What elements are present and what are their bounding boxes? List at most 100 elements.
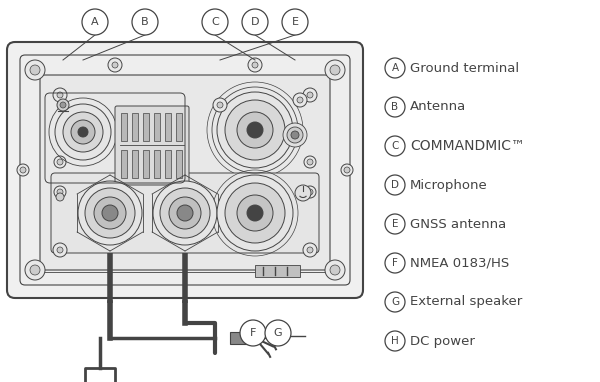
Bar [165,113,171,141]
Circle shape [225,183,285,243]
Bar [165,150,171,178]
Circle shape [252,62,258,68]
Circle shape [30,65,40,75]
Text: H: H [391,336,399,346]
Text: A: A [391,63,398,73]
FancyBboxPatch shape [40,75,330,270]
Circle shape [56,193,64,201]
Circle shape [291,131,299,139]
Text: E: E [292,17,299,27]
Circle shape [20,167,26,173]
Circle shape [273,332,281,340]
Circle shape [78,181,142,245]
Circle shape [54,186,66,198]
Circle shape [303,243,317,257]
Text: Antenna: Antenna [410,100,466,113]
Text: G: G [274,328,283,338]
Circle shape [385,136,405,156]
Text: G: G [391,297,399,307]
Circle shape [385,292,405,312]
FancyBboxPatch shape [115,106,189,185]
Circle shape [247,122,263,138]
Circle shape [53,88,67,102]
Text: A: A [91,17,99,27]
Text: Ground terminal: Ground terminal [410,62,519,74]
Circle shape [247,205,263,221]
Bar [154,150,160,178]
FancyBboxPatch shape [7,42,363,298]
Circle shape [385,253,405,273]
Text: F: F [250,328,256,338]
Circle shape [112,62,118,68]
Circle shape [55,104,111,160]
Circle shape [248,58,262,72]
Circle shape [213,98,227,112]
Circle shape [30,265,40,275]
Circle shape [102,205,118,221]
Circle shape [17,164,29,176]
Bar [230,332,255,344]
Text: E: E [392,219,398,229]
Circle shape [293,93,307,107]
Circle shape [385,97,405,117]
Circle shape [325,260,345,280]
Circle shape [307,159,313,165]
Circle shape [82,9,108,35]
Circle shape [108,58,122,72]
Bar [132,113,138,141]
Circle shape [63,112,103,152]
Circle shape [132,9,158,35]
Circle shape [283,123,307,147]
Circle shape [304,156,316,168]
Circle shape [330,65,340,75]
Circle shape [177,205,193,221]
Text: Microphone: Microphone [410,178,488,191]
Circle shape [71,120,95,144]
Circle shape [25,260,45,280]
Circle shape [242,9,268,35]
Text: D: D [251,17,259,27]
Circle shape [57,92,63,98]
Circle shape [202,9,228,35]
Text: GNSS antenna: GNSS antenna [410,217,506,230]
Circle shape [304,186,316,198]
Bar [176,150,182,178]
FancyBboxPatch shape [20,55,350,285]
Text: NMEA 0183/HS: NMEA 0183/HS [410,256,509,269]
Bar [121,113,127,141]
Circle shape [78,127,88,137]
Circle shape [282,9,308,35]
Text: B: B [391,102,398,112]
Circle shape [287,127,303,143]
Circle shape [341,164,353,176]
Circle shape [57,189,63,195]
Circle shape [297,97,303,103]
Text: DC power: DC power [410,335,475,348]
Circle shape [307,92,313,98]
Circle shape [94,197,126,229]
Bar [121,150,127,178]
Circle shape [53,243,67,257]
FancyBboxPatch shape [51,173,319,253]
Circle shape [303,88,317,102]
Circle shape [265,320,291,346]
Circle shape [344,167,350,173]
Circle shape [54,156,66,168]
Bar [154,113,160,141]
Circle shape [85,188,135,238]
Circle shape [57,247,63,253]
Circle shape [325,60,345,80]
Circle shape [217,102,223,108]
Text: D: D [391,180,399,190]
Circle shape [169,197,201,229]
Text: F: F [392,258,398,268]
Bar [132,150,138,178]
Bar [143,150,149,178]
Bar [255,265,300,277]
Text: C: C [391,141,398,151]
Circle shape [307,189,313,195]
Circle shape [385,331,405,351]
Circle shape [57,99,69,111]
Circle shape [385,58,405,78]
Circle shape [385,175,405,195]
